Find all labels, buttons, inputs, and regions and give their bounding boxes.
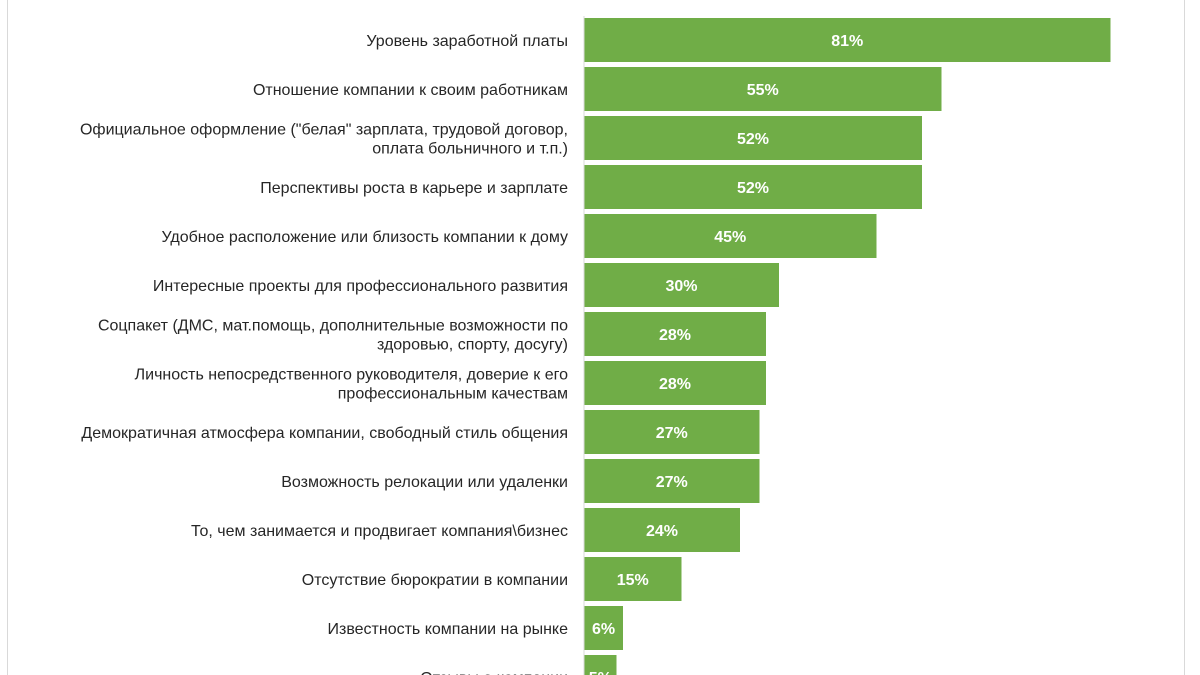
bar bbox=[584, 606, 623, 650]
bar-value-label: 28% bbox=[659, 376, 691, 393]
bar bbox=[584, 165, 922, 209]
bar-value-label: 28% bbox=[659, 327, 691, 344]
category-label: Интересные проекты для профессионального… bbox=[153, 278, 568, 295]
category-label-line: Соцпакет (ДМС, мат.помощь, дополнительны… bbox=[98, 318, 568, 335]
bar bbox=[584, 263, 779, 307]
category-label-line: Отсутствие бюрократии в компании bbox=[302, 572, 568, 589]
category-label-line: Отзывы о компании bbox=[420, 670, 568, 675]
category-label: Отзывы о компании bbox=[420, 670, 568, 675]
bar bbox=[584, 312, 766, 356]
category-label: Известность компании на рынке bbox=[327, 621, 568, 638]
category-label: Демократичная атмосфера компании, свобод… bbox=[81, 425, 568, 442]
category-label-line: Уровень заработной платы bbox=[366, 33, 568, 50]
bar bbox=[584, 410, 760, 454]
bar-value-label: 81% bbox=[831, 33, 863, 50]
category-label: Уровень заработной платы bbox=[366, 33, 568, 50]
category-label: Удобное расположение или близость компан… bbox=[161, 229, 568, 246]
category-label-line: оплата больничного и т.п.) bbox=[372, 141, 568, 158]
bar-value-label: 55% bbox=[747, 82, 779, 99]
bar-value-label: 52% bbox=[737, 180, 769, 197]
category-label-line: Перспективы роста в карьере и зарплате bbox=[260, 180, 568, 197]
bar-value-label: 27% bbox=[656, 474, 688, 491]
category-label-line: Возможность релокации или удаленки bbox=[281, 474, 568, 491]
category-label: То, чем занимается и продвигает компания… bbox=[191, 523, 568, 540]
category-label-line: То, чем занимается и продвигает компания… bbox=[191, 523, 568, 540]
bar-value-label: 5% bbox=[589, 670, 612, 675]
category-label-line: Известность компании на рынке bbox=[327, 621, 568, 638]
bar bbox=[584, 214, 877, 258]
category-label: Перспективы роста в карьере и зарплате bbox=[260, 180, 568, 197]
category-label-line: Отношение компании к своим работникам bbox=[253, 82, 568, 99]
bar-value-label: 15% bbox=[617, 572, 649, 589]
category-label: Официальное оформление ("белая" зарплата… bbox=[80, 122, 568, 158]
category-label-line: Личность непосредственного руководителя,… bbox=[135, 367, 568, 384]
category-label: Личность непосредственного руководителя,… bbox=[135, 367, 568, 403]
category-label-line: Интересные проекты для профессионального… bbox=[153, 278, 568, 295]
category-label-line: профессиональным качествам bbox=[338, 386, 568, 403]
bar-value-label: 52% bbox=[737, 131, 769, 148]
category-label-line: Официальное оформление ("белая" зарплата… bbox=[80, 122, 568, 139]
bar bbox=[584, 116, 922, 160]
category-label-line: Удобное расположение или близость компан… bbox=[161, 229, 568, 246]
category-label: Отношение компании к своим работникам bbox=[253, 82, 568, 99]
category-label-line: Демократичная атмосфера компании, свобод… bbox=[81, 425, 568, 442]
bar-value-label: 6% bbox=[592, 621, 615, 638]
category-label: Отсутствие бюрократии в компании bbox=[302, 572, 568, 589]
bar bbox=[584, 18, 1111, 62]
bar-value-label: 27% bbox=[656, 425, 688, 442]
bar bbox=[584, 508, 740, 552]
category-label: Возможность релокации или удаленки bbox=[281, 474, 568, 491]
category-label: Соцпакет (ДМС, мат.помощь, дополнительны… bbox=[98, 318, 568, 354]
bar-value-label: 45% bbox=[714, 229, 746, 246]
category-label-line: здоровью, спорту, досугу) bbox=[377, 337, 568, 354]
bar bbox=[584, 361, 766, 405]
bar bbox=[584, 67, 942, 111]
bar-value-label: 30% bbox=[665, 278, 697, 295]
bar-value-label: 24% bbox=[646, 523, 678, 540]
bar bbox=[584, 655, 617, 675]
bar bbox=[584, 557, 682, 601]
bar bbox=[584, 459, 760, 503]
